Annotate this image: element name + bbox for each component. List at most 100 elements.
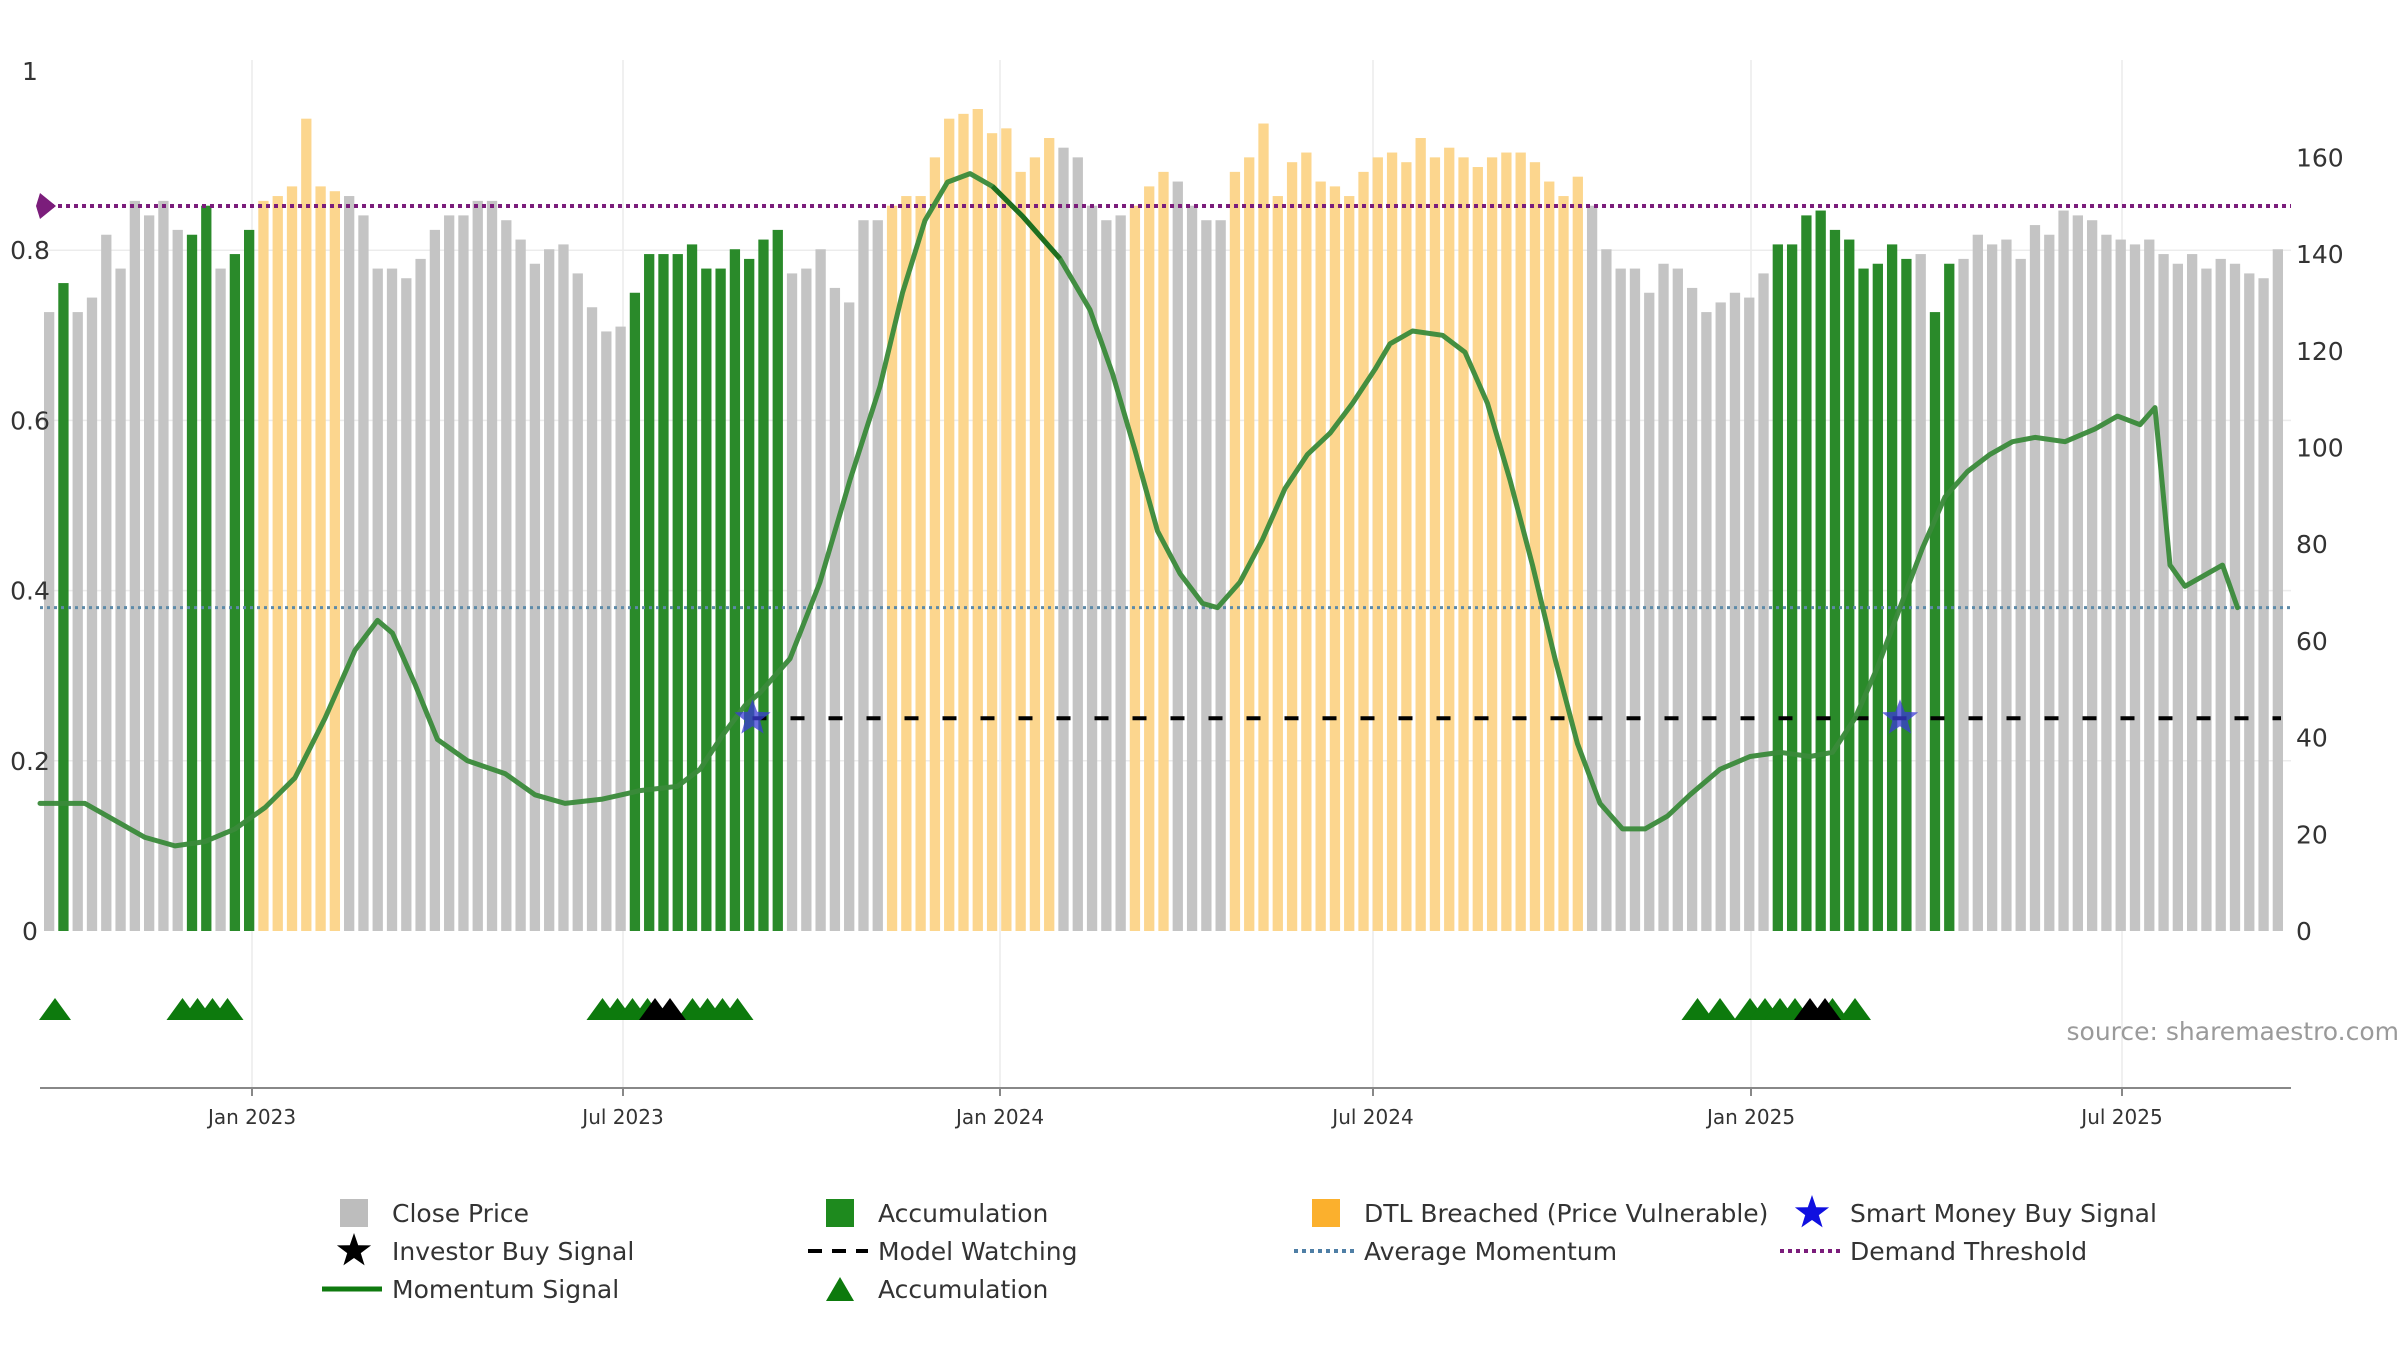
purple-dotted-line-icon [1780, 1249, 1840, 1253]
dtl-breached-bar [1029, 157, 1041, 932]
dtl-breached-bar [1315, 181, 1326, 932]
x-tick-label: Jan 2023 [206, 1105, 296, 1129]
smart-money-buy-star [734, 699, 771, 734]
legend-item-close-price: Close Price [320, 1195, 529, 1231]
close-price-bar [2129, 244, 2141, 931]
close-price-bar [2072, 215, 2083, 931]
left-y-tick-label: 0.2 [10, 747, 50, 776]
dtl-breached-bar [915, 196, 926, 932]
dtl-breached-bar [1129, 205, 1141, 932]
close-price-bar [2186, 254, 2198, 931]
dtl-breached-bar [1544, 181, 1555, 932]
close-price-bar [801, 268, 812, 931]
close-price-bar [1058, 147, 1069, 931]
close-price-bar [829, 287, 841, 931]
green-square-icon [826, 1199, 854, 1227]
close-price-bar [144, 215, 155, 931]
dtl-breached-bar [258, 200, 269, 931]
close-price-bar [158, 200, 169, 931]
x-tick-label: Jan 2024 [954, 1105, 1044, 1129]
accumulation-triangle [1839, 998, 1871, 1020]
left-y-tick-label: 0.6 [10, 406, 50, 435]
accumulation-bar [772, 229, 783, 931]
close-price-bar [1701, 312, 1712, 932]
dtl-breached-bar [886, 205, 898, 932]
accumulation-triangle [39, 998, 71, 1020]
close-price-bar [529, 263, 541, 931]
green-line-icon [322, 1286, 382, 1292]
close-price-bar [1172, 181, 1183, 932]
right-y-tick-label: 140 [2296, 240, 2344, 269]
dtl-breached-bar [929, 157, 941, 932]
close-price-bar [558, 244, 569, 931]
accumulation-bar [1844, 239, 1855, 931]
smart-money-buy-star [1881, 699, 1919, 734]
dtl-breached-bar [1244, 157, 1255, 932]
dtl-breached-bar [315, 186, 326, 932]
close-price-bar [1086, 205, 1098, 932]
signal-markers [36, 192, 1919, 1020]
left-y-tick-label: 1 [22, 57, 38, 86]
close-price-bar [101, 234, 112, 932]
legend-item-model-watching: Model Watching [806, 1233, 1078, 1269]
accumulation-triangle [1681, 998, 1714, 1020]
dtl-breached-bar [301, 118, 312, 932]
close-price-bar [2115, 239, 2126, 931]
close-price-bar [358, 215, 369, 931]
close-price-bar [1758, 273, 1769, 931]
x-tick-label: Jul 2024 [1330, 1105, 1413, 1129]
legend-item-demand-threshold: Demand Threshold [1778, 1233, 2087, 1269]
close-price-bar [2086, 220, 2098, 932]
accumulation-bar [686, 244, 698, 931]
dtl-breached-bar [1401, 162, 1412, 931]
chart-legend: Close Price Accumulation DTL Breached (P… [0, 1195, 2400, 1335]
left-y-tick-label: 0.8 [10, 236, 50, 265]
close-price-bar [458, 215, 469, 931]
accumulation-bar [1886, 244, 1898, 931]
close-price-bar [72, 312, 83, 932]
close-price-bar [115, 268, 126, 931]
dtl-breached-bar [1558, 196, 1569, 932]
accumulation-bar [201, 205, 212, 932]
close-price-bar [401, 278, 412, 931]
momentum-signal-line-segment [990, 184, 1062, 261]
dtl-breached-bar [944, 118, 955, 932]
legend-label: Accumulation [878, 1274, 1049, 1304]
dotted-line-icon [1294, 1249, 1354, 1253]
grey-square-icon [340, 1199, 368, 1227]
close-price-bar [444, 215, 455, 931]
green-triangle-icon [826, 1277, 854, 1301]
legend-label: Smart Money Buy Signal [1850, 1198, 2157, 1228]
accumulation-bar [644, 254, 655, 931]
close-price-bar [86, 297, 98, 932]
legend-label: Investor Buy Signal [392, 1236, 635, 1266]
x-tick-label: Jul 2023 [580, 1105, 663, 1129]
close-price-bar [2144, 239, 2155, 931]
dtl-breached-bar [1344, 196, 1355, 932]
right-y-tick-label: 0 [2296, 917, 2312, 946]
dtl-breached-bar [1458, 157, 1469, 932]
close-price-bar [1186, 205, 1198, 932]
dtl-breached-bar [1472, 167, 1483, 931]
right-y-tick-label: 20 [2296, 820, 2328, 849]
accumulation-bar [729, 249, 741, 932]
legend-item-accumulation-triangle: Accumulation [806, 1271, 1048, 1307]
close-price-bar [844, 302, 855, 931]
investor-buy-triangle [1809, 998, 1841, 1020]
dtl-breached-bar [1501, 152, 1512, 931]
right-y-tick-label: 160 [2296, 143, 2344, 172]
accumulation-bar [701, 268, 712, 931]
close-price-bar [615, 326, 626, 932]
close-price-bar [1101, 220, 1112, 932]
close-price-bar [2201, 268, 2212, 931]
close-price-bar [372, 268, 383, 931]
dtl-breached-bar [1286, 162, 1298, 931]
close-price-bar [1201, 220, 1212, 932]
close-price-bar [1072, 157, 1083, 932]
close-price-bar [472, 200, 483, 931]
legend-label: Demand Threshold [1850, 1236, 2088, 1266]
legend-item-investor-buy: Investor Buy Signal [320, 1233, 634, 1269]
close-price-bar [2244, 273, 2255, 931]
close-price-bar [172, 229, 183, 931]
investor-buy-triangle [654, 998, 686, 1020]
